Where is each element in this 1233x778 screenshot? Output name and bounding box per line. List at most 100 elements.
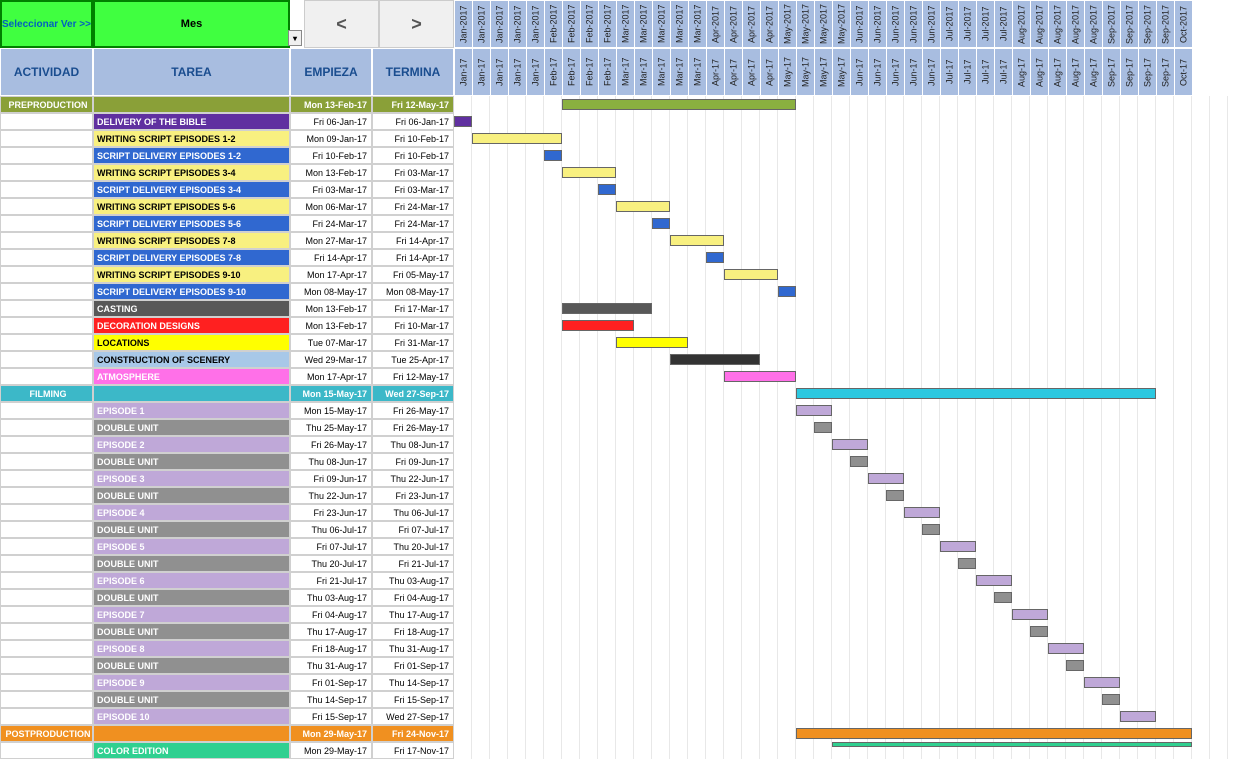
tarea-cell (93, 385, 290, 402)
termina-cell: Fri 24-Nov-17 (372, 725, 454, 742)
actividad-cell (0, 283, 93, 300)
empieza-cell: Mon 13-Feb-17 (290, 300, 372, 317)
termina-cell: Thu 14-Sep-17 (372, 674, 454, 691)
tarea-cell: EPISODE 3 (93, 470, 290, 487)
tarea-cell: EPISODE 1 (93, 402, 290, 419)
gantt-bar (922, 524, 940, 535)
termina-cell: Thu 22-Jun-17 (372, 470, 454, 487)
tarea-cell: DOUBLE UNIT (93, 691, 290, 708)
prev-button[interactable]: < (304, 0, 379, 48)
empieza-cell: Fri 06-Jan-17 (290, 113, 372, 130)
gantt-row: DOUBLE UNITThu 20-Jul-17Fri 21-Jul-17 (0, 555, 1233, 572)
gantt-bar (1048, 643, 1084, 654)
termina-cell: Wed 27-Sep-17 (372, 385, 454, 402)
gantt-area (454, 657, 1233, 674)
select-view-button[interactable]: Seleccionar Ver >> (0, 0, 93, 48)
gantt-area (454, 538, 1233, 555)
empieza-cell: Fri 09-Jun-17 (290, 470, 372, 487)
tarea-cell: WRITING SCRIPT EPISODES 7-8 (93, 232, 290, 249)
empieza-cell: Mon 15-May-17 (290, 385, 372, 402)
gantt-area (454, 317, 1233, 334)
actividad-cell: POSTPRODUCTION (0, 725, 93, 742)
gantt-area (454, 266, 1233, 283)
gantt-row: DOUBLE UNITThu 22-Jun-17Fri 23-Jun-17 (0, 487, 1233, 504)
gantt-bar (994, 592, 1012, 603)
empieza-cell: Fri 07-Jul-17 (290, 538, 372, 555)
gantt-bar (670, 235, 724, 246)
gantt-row: EPISODE 6Fri 21-Jul-17Thu 03-Aug-17 (0, 572, 1233, 589)
tarea-cell: EPISODE 10 (93, 708, 290, 725)
gantt-area (454, 640, 1233, 657)
actividad-cell (0, 164, 93, 181)
termina-cell: Fri 24-Mar-17 (372, 198, 454, 215)
actividad-cell (0, 198, 93, 215)
gantt-row: WRITING SCRIPT EPISODES 9-10Mon 17-Apr-1… (0, 266, 1233, 283)
empieza-cell: Fri 18-Aug-17 (290, 640, 372, 657)
gantt-bar (562, 320, 634, 331)
empieza-cell: Thu 22-Jun-17 (290, 487, 372, 504)
termina-cell: Fri 24-Mar-17 (372, 215, 454, 232)
gantt-area (454, 606, 1233, 623)
gantt-row: EPISODE 7Fri 04-Aug-17Thu 17-Aug-17 (0, 606, 1233, 623)
gantt-row: COLOR EDITIONMon 29-May-17Fri 17-Nov-17 (0, 742, 1233, 750)
empieza-cell: Fri 01-Sep-17 (290, 674, 372, 691)
dropdown-arrow-icon[interactable]: ▾ (288, 30, 302, 46)
empieza-cell: Mon 06-Mar-17 (290, 198, 372, 215)
gantt-row: POSTPRODUCTIONMon 29-May-17Fri 24-Nov-17 (0, 725, 1233, 742)
gantt-area (454, 181, 1233, 198)
gantt-bar (670, 354, 760, 365)
gantt-bar (778, 286, 796, 297)
tarea-cell: EPISODE 7 (93, 606, 290, 623)
gantt-area (454, 419, 1233, 436)
tarea-cell: EPISODE 8 (93, 640, 290, 657)
gantt-bar (850, 456, 868, 467)
empieza-cell: Thu 08-Jun-17 (290, 453, 372, 470)
tarea-cell: DOUBLE UNIT (93, 589, 290, 606)
actividad-cell (0, 300, 93, 317)
gantt-area (454, 130, 1233, 147)
gantt-bar (1084, 677, 1120, 688)
actividad-cell (0, 487, 93, 504)
empieza-cell: Thu 17-Aug-17 (290, 623, 372, 640)
empieza-cell: Fri 03-Mar-17 (290, 181, 372, 198)
gantt-bar (832, 439, 868, 450)
termina-cell: Fri 05-May-17 (372, 266, 454, 283)
actividad-cell (0, 742, 93, 759)
gantt-bar (958, 558, 976, 569)
tarea-cell: DOUBLE UNIT (93, 555, 290, 572)
actividad-cell (0, 691, 93, 708)
gantt-area (454, 232, 1233, 249)
actividad-cell (0, 538, 93, 555)
mes-dropdown[interactable]: Mes▾ (93, 0, 290, 48)
actividad-cell (0, 215, 93, 232)
next-button[interactable]: > (379, 0, 454, 48)
gantt-bar (1030, 626, 1048, 637)
termina-cell: Fri 10-Feb-17 (372, 130, 454, 147)
empieza-cell: Thu 25-May-17 (290, 419, 372, 436)
gantt-bar (1120, 711, 1156, 722)
empieza-cell: Mon 15-May-17 (290, 402, 372, 419)
gantt-bar (886, 490, 904, 501)
termina-cell: Fri 21-Jul-17 (372, 555, 454, 572)
gantt-bar (814, 422, 832, 433)
tarea-cell: DOUBLE UNIT (93, 657, 290, 674)
empieza-cell: Mon 13-Feb-17 (290, 96, 372, 113)
gantt-area (454, 402, 1233, 419)
tarea-cell (93, 725, 290, 742)
termina-cell: Thu 06-Jul-17 (372, 504, 454, 521)
empieza-cell: Wed 29-Mar-17 (290, 351, 372, 368)
empieza-cell: Fri 21-Jul-17 (290, 572, 372, 589)
tarea-cell: DOUBLE UNIT (93, 521, 290, 538)
termina-cell: Fri 03-Mar-17 (372, 181, 454, 198)
termina-cell: Fri 06-Jan-17 (372, 113, 454, 130)
termina-cell: Fri 26-May-17 (372, 402, 454, 419)
tarea-cell: SCRIPT DELIVERY EPISODES 5-6 (93, 215, 290, 232)
termina-cell: Fri 09-Jun-17 (372, 453, 454, 470)
empieza-cell: Mon 09-Jan-17 (290, 130, 372, 147)
actividad-cell (0, 640, 93, 657)
actividad-cell (0, 113, 93, 130)
tarea-cell: COLOR EDITION (93, 742, 290, 759)
actividad-cell (0, 130, 93, 147)
termina-cell: Fri 14-Apr-17 (372, 249, 454, 266)
termina-cell: Fri 14-Apr-17 (372, 232, 454, 249)
